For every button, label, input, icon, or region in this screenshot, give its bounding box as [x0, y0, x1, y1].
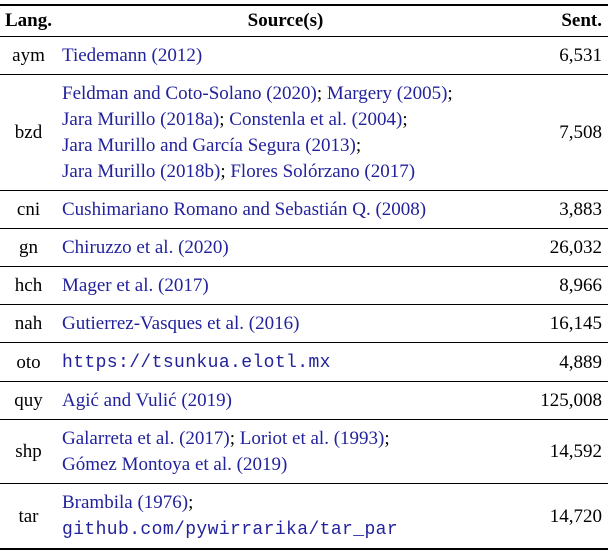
- lang-code: tar: [18, 505, 39, 527]
- col-header-lang: Lang.: [5, 10, 52, 31]
- url-link[interactable]: https://tsunkua.elotl.mx: [62, 353, 331, 373]
- sources-cell: Agić and Vulić (2019): [57, 382, 514, 420]
- sources-cell: Cushimariano Romano and Sebastián Q. (20…: [57, 191, 514, 229]
- table-row-cni: cni Cushimariano Romano and Sebastián Q.…: [0, 191, 608, 229]
- citation-link[interactable]: Jara Murillo (2018a): [62, 109, 220, 130]
- lang-code: hch: [14, 275, 43, 296]
- citation-link[interactable]: Tiedemann (2012): [62, 45, 203, 66]
- sentence-count: 6,531: [559, 45, 602, 66]
- lang-code: aym: [12, 45, 45, 66]
- separator: ;: [447, 83, 453, 104]
- sentence-count: 8,966: [559, 275, 602, 296]
- separator: ;: [229, 428, 240, 449]
- table-row-gn: gn Chiruzzo et al. (2020) 26,032: [0, 229, 608, 267]
- col-header-source: Source(s): [247, 10, 324, 31]
- sentence-count: 14,592: [549, 441, 602, 462]
- citation-link[interactable]: Jara Murillo (2018b): [62, 161, 221, 182]
- separator: ;: [188, 492, 194, 513]
- sentence-count: 7,508: [559, 122, 602, 143]
- citation-link[interactable]: Jara Murillo and García Segura (2013): [62, 135, 356, 156]
- sources-cell: Chiruzzo et al. (2020): [57, 229, 514, 267]
- citation-link[interactable]: Feldman and Coto-Solano (2020): [62, 83, 317, 104]
- sources-cell: Mager et al. (2017): [57, 267, 514, 305]
- table-row-shp: shp Galarreta et al. (2017); Loriot et a…: [0, 420, 608, 484]
- citation-link[interactable]: Brambila (1976): [62, 492, 189, 513]
- separator: ;: [220, 161, 231, 182]
- separator: ;: [316, 83, 327, 104]
- citation-link[interactable]: Chiruzzo et al. (2020): [62, 237, 229, 258]
- col-header-sent: Sent.: [561, 10, 602, 31]
- sources-cell: Brambila (1976); github.com/pywirrarika/…: [57, 484, 514, 550]
- sentence-count: 26,032: [549, 237, 602, 258]
- header-row: Lang. Source(s) Sent.: [0, 5, 608, 37]
- sources-cell: Gutierrez-Vasques et al. (2016): [57, 305, 514, 343]
- lang-code: bzd: [14, 122, 43, 143]
- sentence-count: 125,008: [540, 390, 602, 411]
- sentence-count: 16,145: [549, 313, 602, 334]
- sources-cell: Feldman and Coto-Solano (2020); Margery …: [57, 75, 514, 191]
- sentence-count: 4,889: [559, 351, 602, 373]
- citation-link[interactable]: Galarreta et al. (2017): [62, 428, 230, 449]
- lang-code: nah: [14, 313, 43, 334]
- table-row-bzd: bzd Feldman and Coto-Solano (2020); Marg…: [0, 75, 608, 191]
- lang-code: shp: [15, 441, 42, 462]
- separator: ;: [355, 135, 362, 156]
- sources-cell: Tiedemann (2012): [57, 37, 514, 75]
- table-row-tar: tar Brambila (1976); github.com/pywirrar…: [0, 484, 608, 550]
- separator: ;: [219, 109, 230, 130]
- lang-code: gn: [19, 237, 38, 258]
- citation-link[interactable]: Constenla et al. (2004): [229, 109, 403, 130]
- table-row-hch: hch Mager et al. (2017) 8,966: [0, 267, 608, 305]
- separator: ;: [402, 109, 408, 130]
- citation-link[interactable]: Cushimariano Romano and Sebastián Q. (20…: [62, 199, 427, 220]
- citation-link[interactable]: Mager et al. (2017): [62, 275, 209, 296]
- lang-code: cni: [16, 199, 41, 220]
- table-row-quy: quy Agić and Vulić (2019) 125,008: [0, 382, 608, 420]
- citation-link[interactable]: Gutierrez-Vasques et al. (2016): [62, 313, 300, 334]
- citation-link[interactable]: Flores Solórzano (2017): [230, 161, 416, 182]
- sentence-count: 14,720: [549, 505, 602, 527]
- citation-link[interactable]: Gómez Montoya et al. (2019): [62, 454, 288, 475]
- separator: ;: [384, 428, 390, 449]
- lang-code: quy: [14, 390, 43, 411]
- sentence-count: 3,883: [559, 199, 602, 220]
- sources-cell: https://tsunkua.elotl.mx: [57, 343, 514, 382]
- table-row-nah: nah Gutierrez-Vasques et al. (2016) 16,1…: [0, 305, 608, 343]
- url-link[interactable]: github.com/pywirrarika/tar_par: [62, 520, 399, 540]
- citation-link[interactable]: Loriot et al. (1993): [239, 428, 385, 449]
- citation-link[interactable]: Margery (2005): [326, 83, 448, 104]
- citation-link[interactable]: Agić and Vulić (2019): [62, 390, 232, 411]
- sources-cell: Galarreta et al. (2017); Loriot et al. (…: [57, 420, 514, 484]
- table-row-aym: aym Tiedemann (2012) 6,531: [0, 37, 608, 75]
- lang-code: oto: [16, 351, 41, 373]
- corpus-sources-table: Lang. Source(s) Sent. aym Tiedemann (201…: [0, 4, 608, 550]
- table-row-oto: oto https://tsunkua.elotl.mx 4,889: [0, 343, 608, 382]
